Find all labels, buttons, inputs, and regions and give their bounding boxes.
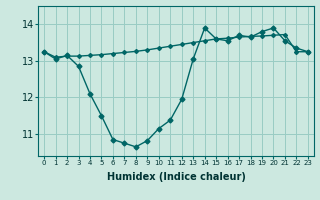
X-axis label: Humidex (Indice chaleur): Humidex (Indice chaleur): [107, 172, 245, 182]
